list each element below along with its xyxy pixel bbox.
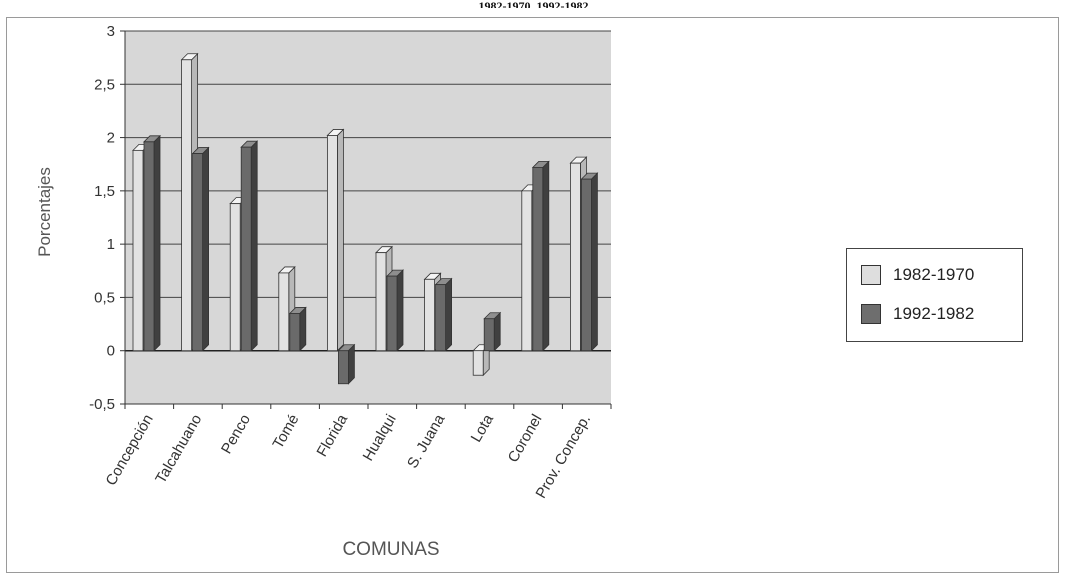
bar (581, 178, 592, 352)
bar-side (299, 306, 307, 352)
bar-side (493, 311, 501, 352)
bar (229, 203, 241, 352)
bar-side (542, 160, 550, 352)
y-tick-label: -0,5 (89, 396, 115, 413)
bar-side (250, 140, 258, 352)
legend-item-1982-1970: 1982-1970 (861, 264, 974, 286)
legend-swatch (861, 265, 881, 285)
y-axis-title: Porcentajes (35, 167, 54, 257)
x-tick-label: S. Juana (404, 411, 449, 471)
x-tick-label: Talcahuano (152, 412, 205, 487)
bar (375, 252, 387, 352)
legend-label: 1982-1970 (893, 265, 975, 284)
x-tick-label: Lota (468, 411, 498, 445)
y-tick-label: 1 (107, 236, 115, 253)
x-tick-label: Tomé (269, 412, 302, 452)
bar (278, 272, 290, 352)
x-tick-label: Coronel (505, 412, 546, 466)
bar (289, 313, 301, 352)
bar-side (591, 172, 598, 352)
bar (424, 278, 436, 352)
bar-side (336, 128, 344, 352)
bar (143, 141, 155, 352)
x-tick-label: Penco (218, 412, 254, 457)
bar (435, 284, 447, 352)
bar-side (347, 343, 355, 385)
legend-label: 1992-1982 (893, 304, 975, 323)
bar (192, 153, 204, 352)
legend-item-1992-1982: 1992-1982 (861, 303, 974, 325)
y-tick-label: 0,5 (94, 289, 115, 306)
bar (532, 167, 544, 352)
legend-swatch (861, 304, 881, 324)
y-tick-label: 2,5 (94, 76, 115, 93)
bar (570, 162, 581, 352)
bar (386, 275, 398, 352)
bar (240, 146, 252, 352)
x-tick-label: Concepción (102, 412, 156, 489)
bar-side (153, 134, 161, 352)
x-tick-label: Florida (314, 411, 352, 460)
chart-frame (6, 17, 1059, 573)
x-tick-label: Hualqui (360, 412, 400, 465)
y-tick-label: 2 (107, 130, 115, 147)
page-title: 1982-1970, 1992-1982 (478, 0, 589, 8)
bar (337, 350, 349, 385)
bar (132, 149, 144, 352)
x-axis-title: COMUNAS (342, 539, 439, 560)
y-tick-label: 3 (107, 23, 115, 40)
bar (181, 59, 193, 352)
bar (521, 190, 533, 352)
bar-side (202, 146, 210, 352)
bar (472, 350, 484, 376)
bar (483, 318, 495, 352)
bar (326, 135, 338, 352)
bar-side (445, 277, 453, 352)
y-tick-label: 1,5 (94, 183, 115, 200)
bar-side (396, 269, 404, 352)
legend: 1982-1970 1992-1982 (846, 248, 1023, 342)
y-tick-label: 0 (107, 343, 115, 360)
